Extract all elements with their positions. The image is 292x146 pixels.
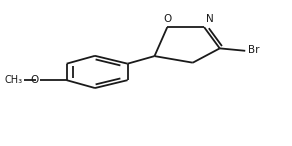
- Text: CH₃: CH₃: [5, 75, 23, 85]
- Text: Br: Br: [248, 45, 259, 55]
- Text: O: O: [30, 75, 38, 85]
- Text: N: N: [206, 14, 213, 24]
- Text: O: O: [163, 14, 171, 24]
